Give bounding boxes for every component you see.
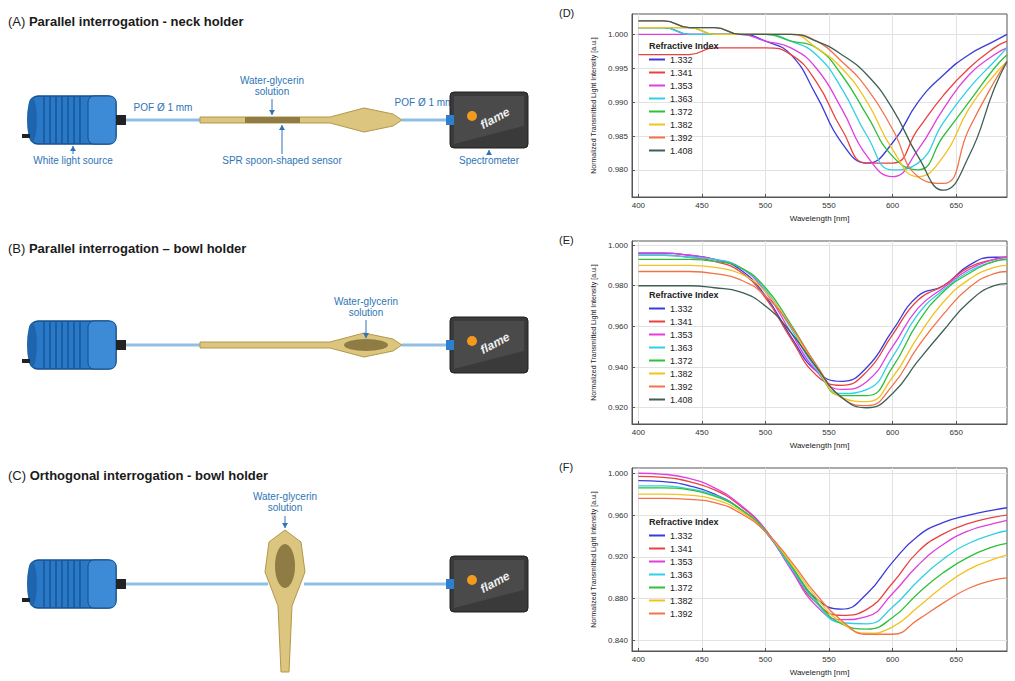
svg-text:550: 550 [822,201,836,210]
svg-text:flame: flame [478,105,513,132]
svg-text:1.353: 1.353 [670,81,693,91]
svg-text:Water-glycerin: Water-glycerin [240,75,304,86]
svg-text:500: 500 [759,655,773,664]
svg-text:1.000: 1.000 [608,469,629,478]
svg-text:450: 450 [695,428,709,437]
svg-text:0.960: 0.960 [608,322,629,331]
svg-text:0.985: 0.985 [608,132,629,141]
svg-text:0.990: 0.990 [608,98,629,107]
svg-text:1.372: 1.372 [670,583,693,593]
svg-text:(F): (F) [559,461,573,473]
svg-text:0.840: 0.840 [608,636,629,645]
svg-text:500: 500 [759,428,773,437]
svg-text:1.332: 1.332 [670,304,693,314]
svg-text:1.408: 1.408 [670,395,693,405]
svg-text:(E): (E) [559,234,574,246]
svg-text:1.000: 1.000 [608,241,629,250]
svg-text:POF Ø 1 mm: POF Ø 1 mm [395,97,454,108]
svg-text:POF Ø 1 mm: POF Ø 1 mm [134,102,193,113]
svg-text:0.920: 0.920 [608,403,629,412]
svg-text:Normalized Transmitted Light I: Normalized Transmitted Light Intensity [… [590,37,598,174]
svg-text:1.382: 1.382 [670,120,693,130]
svg-text:1.382: 1.382 [670,596,693,606]
svg-text:600: 600 [886,655,900,664]
svg-text:450: 450 [695,655,709,664]
svg-text:Refractive Index: Refractive Index [649,290,719,300]
svg-text:450: 450 [695,201,709,210]
svg-text:Wavelength [nm]: Wavelength [nm] [790,668,850,677]
svg-text:0.880: 0.880 [608,594,629,603]
svg-text:solution: solution [255,86,289,97]
svg-text:1.332: 1.332 [670,55,693,65]
svg-text:flame: flame [478,330,513,357]
svg-text:550: 550 [822,655,836,664]
svg-text:Wavelength [nm]: Wavelength [nm] [790,441,850,450]
svg-text:solution: solution [268,502,302,513]
svg-text:0.960: 0.960 [608,511,629,520]
svg-text:solution: solution [349,307,383,318]
svg-text:0.940: 0.940 [608,363,629,372]
svg-text:1.353: 1.353 [670,557,693,567]
svg-text:Water-glycerin: Water-glycerin [253,491,317,502]
svg-text:1.363: 1.363 [670,570,693,580]
svg-text:1.372: 1.372 [670,356,693,366]
svg-text:Refractive Index: Refractive Index [649,41,719,51]
svg-text:400: 400 [632,201,646,210]
svg-text:400: 400 [632,428,646,437]
svg-text:400: 400 [632,655,646,664]
svg-text:flame: flame [478,569,513,596]
svg-text:1.372: 1.372 [670,107,693,117]
svg-text:(A) Parallel interrogation - n: (A) Parallel interrogation - neck holder [8,14,244,29]
svg-text:(C) Orthogonal interrogation -: (C) Orthogonal interrogation - bowl hold… [8,468,268,483]
svg-text:1.382: 1.382 [670,369,693,379]
svg-text:600: 600 [886,201,900,210]
svg-text:1.332: 1.332 [670,531,693,541]
svg-text:1.392: 1.392 [670,133,693,143]
svg-text:Normalized Transmitted Light I: Normalized Transmitted Light Intensity [… [590,264,598,401]
svg-text:0.980: 0.980 [608,281,629,290]
svg-text:1.341: 1.341 [670,317,693,327]
svg-text:0.980: 0.980 [608,165,629,174]
svg-text:1.341: 1.341 [670,544,693,554]
svg-text:1.000: 1.000 [608,30,629,39]
svg-text:(D): (D) [559,7,574,19]
svg-text:(B) Parallel interrogation – b: (B) Parallel interrogation – bowl holder [8,241,246,256]
svg-text:Spectrometer: Spectrometer [459,155,520,166]
svg-text:SPR spoon-shaped sensor: SPR spoon-shaped sensor [222,155,342,166]
svg-text:650: 650 [949,428,963,437]
svg-text:1.392: 1.392 [670,382,693,392]
svg-text:1.363: 1.363 [670,343,693,353]
svg-text:650: 650 [949,655,963,664]
svg-text:Water-glycerin: Water-glycerin [334,296,398,307]
svg-text:650: 650 [949,201,963,210]
svg-text:500: 500 [759,201,773,210]
svg-text:Wavelength [nm]: Wavelength [nm] [790,214,850,223]
svg-text:600: 600 [886,428,900,437]
svg-text:1.363: 1.363 [670,94,693,104]
svg-text:1.392: 1.392 [670,609,693,619]
svg-text:Normalized Transmitted Light I: Normalized Transmitted Light Intensity [… [590,491,598,628]
svg-text:1.341: 1.341 [670,68,693,78]
svg-text:1.408: 1.408 [670,146,693,156]
svg-text:1.353: 1.353 [670,330,693,340]
svg-text:White light source: White light source [33,155,113,166]
svg-text:0.995: 0.995 [608,64,629,73]
svg-text:550: 550 [822,428,836,437]
svg-text:Refractive Index: Refractive Index [649,517,719,527]
svg-text:0.920: 0.920 [608,552,629,561]
